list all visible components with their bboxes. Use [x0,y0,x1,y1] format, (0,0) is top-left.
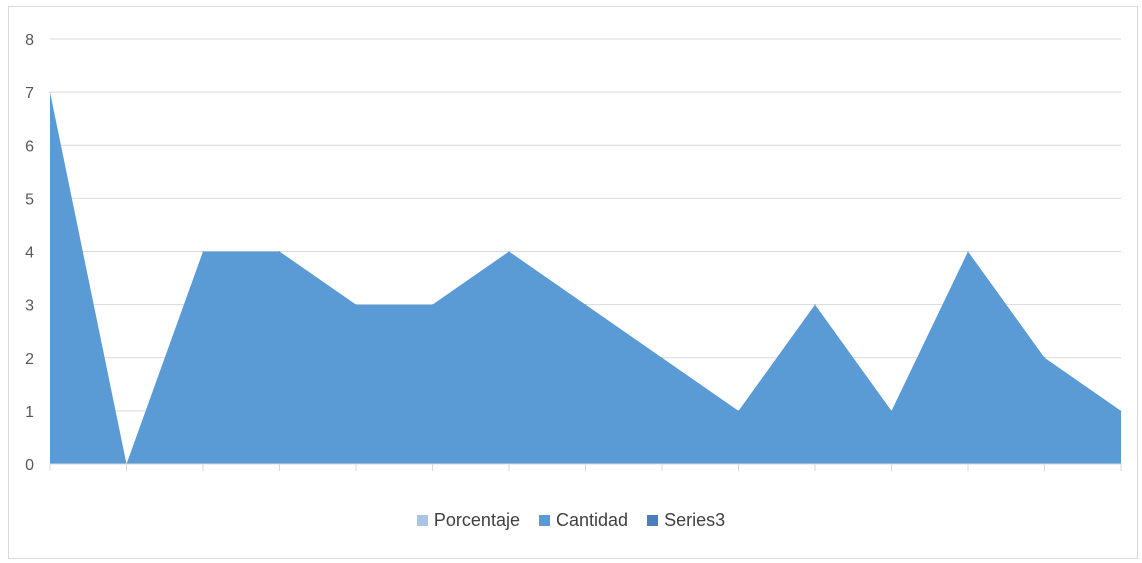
data-point-cantidad-10 [815,304,816,305]
data-point-cantidad-7 [585,304,586,305]
legend-label-series3: Series3 [664,510,725,531]
legend-item-porcentaje: Porcentaje [417,510,520,531]
data-point-cantidad-14 [1121,410,1122,411]
data-point-cantidad-8 [662,357,663,358]
y-tick-label: 1 [25,404,34,421]
legend-item-cantidad: Cantidad [539,510,628,531]
y-tick-label: 5 [25,191,34,208]
legend-swatch-series3 [647,515,658,526]
y-tick-label: 3 [25,298,34,315]
legend-swatch-porcentaje [417,515,428,526]
y-tick-label: 8 [25,32,34,49]
data-point-cantidad-12 [968,251,969,252]
data-point-cantidad-6 [509,251,510,252]
y-tick-label: 2 [25,351,34,368]
data-point-cantidad-4 [356,304,357,305]
legend-swatch-cantidad [539,515,550,526]
legend: Porcentaje Cantidad Series3 [0,510,1142,531]
legend-label-porcentaje: Porcentaje [434,510,520,531]
plot-area [50,92,1122,465]
data-point-cantidad-13 [1044,357,1045,358]
data-point-cantidad-2 [203,251,204,252]
data-point-cantidad-11 [891,410,892,411]
y-tick-label: 7 [25,85,34,102]
x-axis [50,464,1121,471]
legend-label-cantidad: Cantidad [556,510,628,531]
data-point-cantidad-3 [279,251,280,252]
data-point-cantidad-9 [738,410,739,411]
y-tick-label: 4 [25,245,34,262]
data-point-cantidad-5 [432,304,433,305]
y-tick-label: 6 [25,138,34,155]
y-tick-label: 0 [25,457,34,474]
y-axis: 0 1 2 3 4 5 6 7 8 [25,32,34,474]
legend-item-series3: Series3 [647,510,725,531]
area-series-cantidad [50,92,1121,464]
data-point-cantidad-0 [50,92,51,93]
